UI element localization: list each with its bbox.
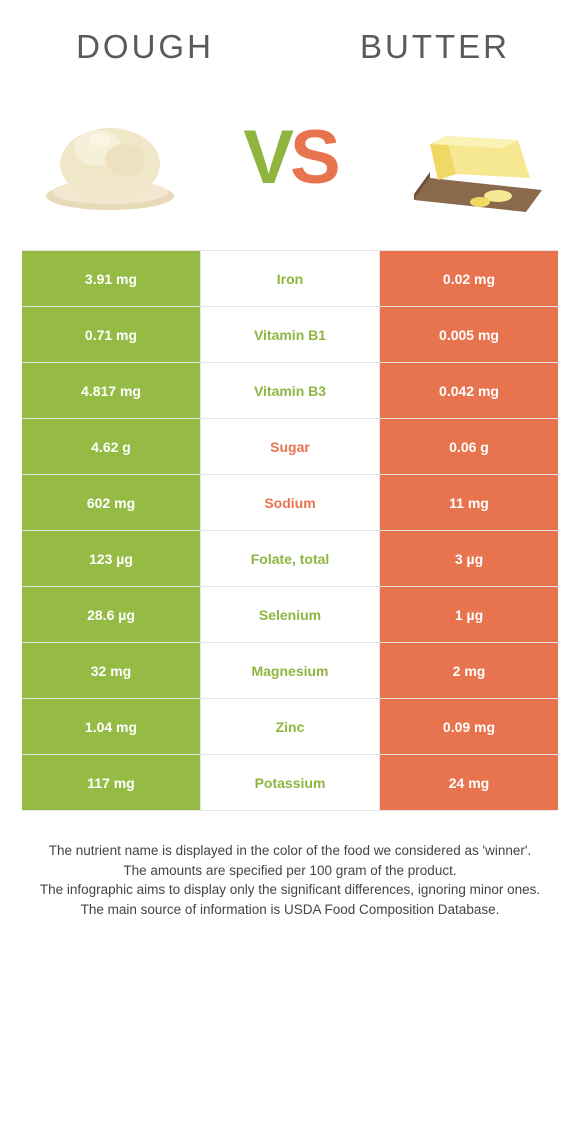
right-value: 3 µg: [380, 531, 558, 586]
footer-line: The amounts are specified per 100 gram o…: [26, 861, 554, 881]
table-row: 0.71 mgVitamin B10.005 mg: [22, 307, 558, 363]
right-value: 0.06 g: [380, 419, 558, 474]
title-dough: DOUGH: [0, 28, 290, 66]
nutrient-label: Magnesium: [201, 643, 380, 698]
nutrient-label: Sugar: [201, 419, 380, 474]
footer-line: The nutrient name is displayed in the co…: [26, 841, 554, 861]
left-value: 3.91 mg: [22, 251, 201, 306]
nutrient-table: 3.91 mgIron0.02 mg0.71 mgVitamin B10.005…: [22, 250, 558, 811]
right-value: 1 µg: [380, 587, 558, 642]
left-value: 4.817 mg: [22, 363, 201, 418]
right-value: 24 mg: [380, 755, 558, 810]
nutrient-label: Selenium: [201, 587, 380, 642]
left-value: 4.62 g: [22, 419, 201, 474]
nutrient-label: Vitamin B1: [201, 307, 380, 362]
dough-image: [30, 88, 190, 228]
nutrient-label: Iron: [201, 251, 380, 306]
vs-v: V: [243, 115, 290, 200]
table-row: 4.62 gSugar0.06 g: [22, 419, 558, 475]
table-row: 117 mgPotassium24 mg: [22, 755, 558, 811]
footer-line: The main source of information is USDA F…: [26, 900, 554, 920]
butter-image: [390, 88, 550, 228]
right-value: 0.02 mg: [380, 251, 558, 306]
table-row: 32 mgMagnesium2 mg: [22, 643, 558, 699]
nutrient-label: Zinc: [201, 699, 380, 754]
nutrient-label: Potassium: [201, 755, 380, 810]
nutrient-label: Folate, total: [201, 531, 380, 586]
nutrient-label: Vitamin B3: [201, 363, 380, 418]
right-value: 11 mg: [380, 475, 558, 530]
left-value: 1.04 mg: [22, 699, 201, 754]
right-value: 0.042 mg: [380, 363, 558, 418]
right-value: 0.005 mg: [380, 307, 558, 362]
table-row: 1.04 mgZinc0.09 mg: [22, 699, 558, 755]
left-value: 123 µg: [22, 531, 201, 586]
left-value: 117 mg: [22, 755, 201, 810]
left-value: 602 mg: [22, 475, 201, 530]
left-value: 28.6 µg: [22, 587, 201, 642]
nutrient-label: Sodium: [201, 475, 380, 530]
table-row: 28.6 µgSelenium1 µg: [22, 587, 558, 643]
table-row: 602 mgSodium11 mg: [22, 475, 558, 531]
footer-notes: The nutrient name is displayed in the co…: [0, 831, 580, 959]
table-row: 3.91 mgIron0.02 mg: [22, 251, 558, 307]
vs-label: VS: [243, 120, 336, 196]
vs-s: S: [290, 115, 337, 200]
right-value: 2 mg: [380, 643, 558, 698]
title-butter: BUTTER: [290, 28, 580, 66]
left-value: 0.71 mg: [22, 307, 201, 362]
image-row: VS: [0, 78, 580, 250]
header-row: DOUGH BUTTER: [0, 0, 580, 78]
table-row: 4.817 mgVitamin B30.042 mg: [22, 363, 558, 419]
right-value: 0.09 mg: [380, 699, 558, 754]
left-value: 32 mg: [22, 643, 201, 698]
table-row: 123 µgFolate, total3 µg: [22, 531, 558, 587]
footer-line: The infographic aims to display only the…: [26, 880, 554, 900]
